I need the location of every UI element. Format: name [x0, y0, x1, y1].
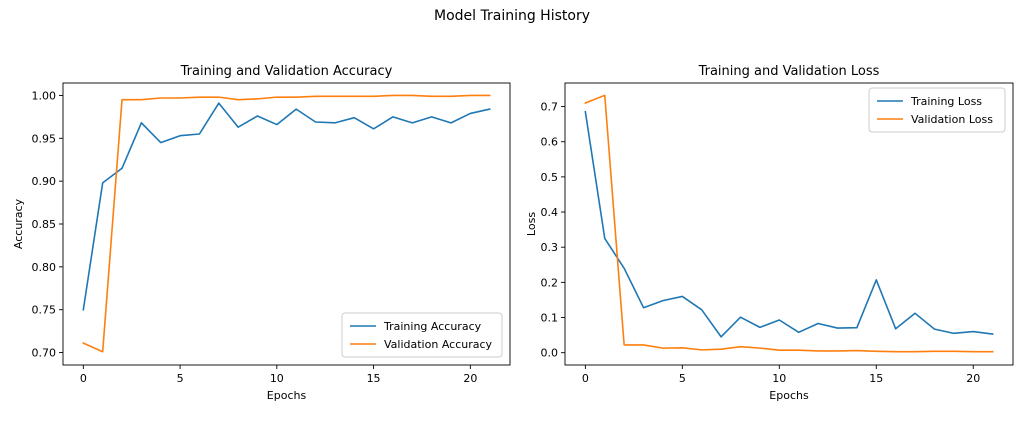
loss-x-tick-label: 5 [679, 372, 686, 385]
accuracy-plot: Training and Validation Accuracy 0 5 10 15 20… [12, 64, 511, 402]
loss-plot: Training and Validation Loss 0 5 10 15 20 0.0 0… [525, 64, 1014, 402]
loss-y-tick-label: 0.5 [541, 171, 559, 184]
loss-x-tick-label: 20 [966, 372, 980, 385]
loss-x-tick-label: 0 [582, 372, 589, 385]
accuracy-y-tick-label: 0.95 [32, 132, 57, 145]
accuracy-x-tick-label: 5 [177, 372, 184, 385]
loss-x-tick-label: 15 [869, 372, 883, 385]
accuracy-series-training-accuracy-line [82, 102, 491, 311]
accuracy-y-tick-label: 0.80 [32, 261, 57, 274]
loss-legend-label-training-loss: Training Loss [910, 95, 982, 108]
accuracy-x-tick-label: 10 [270, 372, 284, 385]
loss-y-tick-label: 0.3 [541, 241, 559, 254]
loss-y-tick-label: 0.4 [541, 206, 559, 219]
accuracy-x-tick-label: 0 [80, 372, 87, 385]
loss-x-axis-label: Epochs [769, 389, 809, 402]
accuracy-legend-label-validation-accuracy: Validation Accuracy [384, 338, 493, 351]
accuracy-legend-box [341, 312, 503, 358]
accuracy-y-tick-label: 0.90 [32, 175, 57, 188]
loss-y-tick-label: 0.2 [541, 276, 559, 289]
loss-chart-title: Training and Validation Loss [698, 64, 880, 79]
loss-y-axis-label: Loss [525, 212, 538, 236]
accuracy-legend: Training Accuracy Validation Accuracy [341, 312, 503, 358]
loss-y-tick-label: 0.1 [541, 312, 559, 325]
figure-suptitle: Model Training History [434, 8, 590, 24]
accuracy-y-axis-label: Accuracy [12, 198, 25, 249]
loss-y-tick-label: 0.6 [541, 136, 559, 149]
loss-series-training-loss-line [584, 110, 994, 338]
accuracy-x-tick-label: 20 [463, 372, 477, 385]
loss-legend: Training Loss Validation Loss [868, 87, 1006, 133]
loss-series-validation-loss-line [584, 94, 994, 353]
accuracy-x-tick-label: 15 [367, 372, 381, 385]
accuracy-legend-label-training-accuracy: Training Accuracy [383, 320, 482, 333]
loss-y-tick-label: 0.0 [541, 347, 559, 360]
loss-axes-frame [564, 82, 1014, 366]
accuracy-x-axis-label: Epochs [267, 389, 307, 402]
accuracy-series-validation-accuracy-line [82, 94, 491, 353]
loss-legend-label-validation-loss: Validation Loss [911, 113, 993, 126]
loss-legend-box [868, 87, 1006, 133]
accuracy-y-tick-label: 0.85 [32, 218, 57, 231]
accuracy-y-tick-label: 0.70 [32, 347, 57, 360]
accuracy-chart-title: Training and Validation Accuracy [180, 64, 393, 79]
accuracy-y-tick-label: 1.00 [32, 89, 57, 102]
loss-y-tick-label: 0.7 [541, 101, 559, 114]
loss-x-tick-label: 10 [772, 372, 786, 385]
accuracy-y-tick-label: 0.75 [32, 304, 57, 317]
